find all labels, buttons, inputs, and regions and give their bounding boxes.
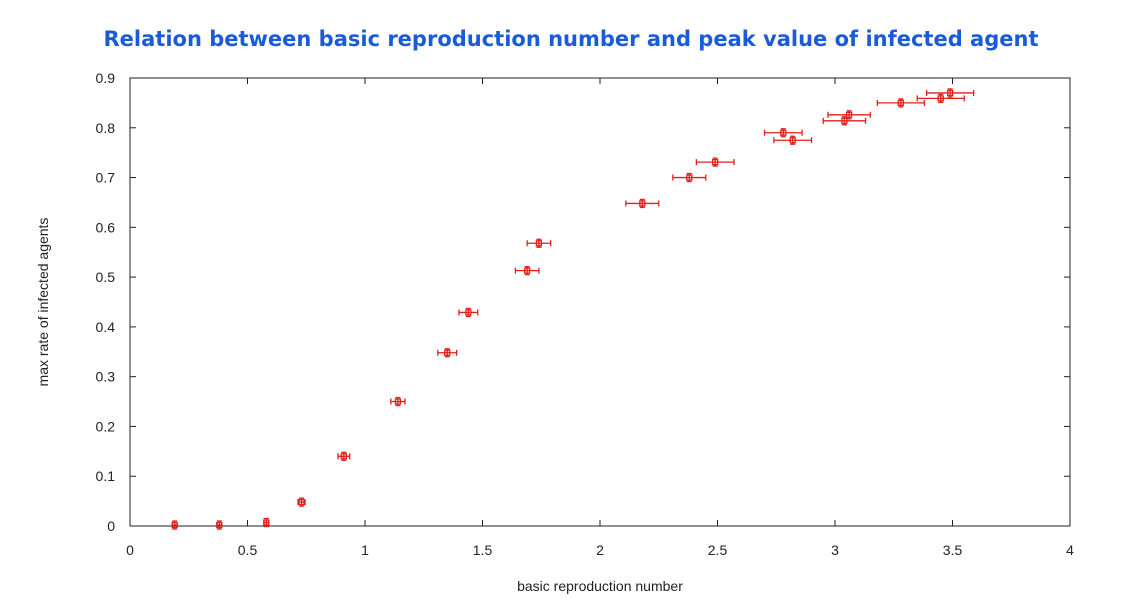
data-point: [514, 265, 540, 276]
data-point: [763, 128, 803, 138]
point-marker: [841, 117, 848, 124]
point-marker: [535, 240, 543, 247]
data-point: [926, 88, 975, 98]
x-tick-label: 3.5: [943, 542, 963, 558]
chart-title: Relation between basic reproduction numb…: [103, 27, 1039, 51]
data-point: [672, 172, 707, 183]
point-marker: [216, 521, 223, 529]
data-point: [437, 348, 458, 358]
point-marker: [263, 519, 270, 526]
point-marker: [897, 99, 904, 107]
data-points: [171, 88, 975, 530]
point-marker: [937, 95, 944, 102]
axis-ticks: 0 0.5 1 1.5 2 2.5 3 3.5 4 0 0.1 0.2 0.3 0.4 0.5 0.6 0.7 0…: [96, 70, 1075, 558]
data-point: [822, 116, 867, 126]
data-point: [773, 135, 813, 145]
y-tick-label: 0.2: [96, 418, 116, 434]
y-tick-label: 0.9: [96, 70, 116, 86]
data-point: [625, 198, 660, 209]
y-tick-label: 0.7: [96, 170, 116, 186]
y-tick-label: 0.6: [96, 219, 116, 235]
x-tick-label: 0: [126, 542, 134, 558]
data-point: [916, 93, 965, 104]
point-marker: [340, 453, 348, 460]
point-marker: [789, 137, 796, 144]
data-point: [337, 451, 351, 461]
y-axis-label: max rate of infected agents: [35, 218, 51, 387]
point-marker: [780, 129, 787, 136]
point-marker: [639, 200, 646, 207]
y-tick-label: 0: [107, 518, 115, 534]
point-marker: [444, 349, 451, 356]
data-point: [171, 520, 178, 530]
data-point: [263, 517, 270, 528]
x-tick-label: 3: [831, 542, 839, 558]
point-marker: [947, 89, 954, 97]
x-axis-label: basic reproduction number: [517, 578, 683, 594]
x-tick-label: 0.5: [238, 542, 258, 558]
y-tick-label: 0.5: [96, 269, 116, 285]
x-tick-label: 1.5: [473, 542, 493, 558]
point-marker: [845, 111, 853, 118]
point-marker: [712, 158, 719, 166]
data-point: [297, 497, 306, 507]
data-point: [827, 110, 871, 120]
data-point: [526, 238, 552, 248]
data-point: [216, 520, 223, 530]
point-marker: [465, 309, 472, 316]
x-tick-label: 2: [596, 542, 604, 558]
y-tick-label: 0.8: [96, 120, 116, 136]
x-tick-label: 1: [361, 542, 369, 558]
y-tick-label: 0.1: [96, 468, 116, 484]
point-marker: [394, 398, 402, 405]
point-marker: [171, 521, 178, 529]
data-point: [390, 396, 406, 407]
x-tick-label: 4: [1066, 542, 1074, 558]
point-marker: [686, 174, 693, 181]
plot-frame: [129, 77, 1071, 527]
data-point: [458, 307, 479, 318]
point-marker: [524, 267, 531, 274]
x-tick-label: 2.5: [708, 542, 728, 558]
y-tick-label: 0.3: [96, 369, 116, 385]
point-marker: [298, 498, 305, 506]
y-tick-label: 0.4: [96, 319, 116, 335]
data-point: [876, 98, 925, 108]
data-point: [695, 157, 735, 167]
